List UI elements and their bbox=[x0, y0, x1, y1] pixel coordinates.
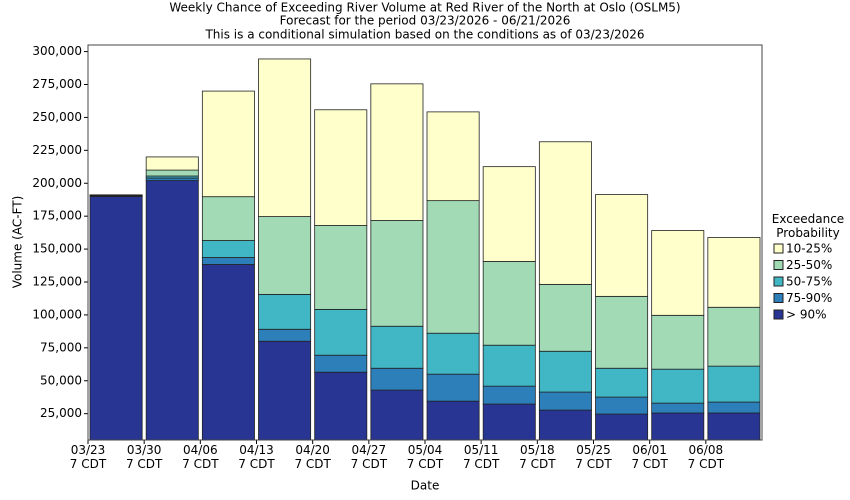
bar-segment bbox=[651, 412, 705, 441]
legend-title: Exceedance Probability bbox=[771, 212, 845, 240]
bar-segment bbox=[595, 413, 649, 441]
y-tick-label: 25,000 bbox=[40, 406, 82, 420]
bar-segment bbox=[370, 220, 424, 327]
bar-segment bbox=[145, 156, 199, 171]
bar-segment bbox=[707, 401, 761, 414]
bar-segment bbox=[314, 109, 368, 226]
chart-subtitle: Forecast for the period 03/23/2026 - 06/… bbox=[280, 14, 571, 28]
bar-segment bbox=[314, 354, 368, 373]
bar-segment bbox=[538, 409, 592, 441]
bar-segment bbox=[201, 196, 255, 241]
bar-segment bbox=[707, 365, 761, 403]
bar-segment bbox=[426, 111, 480, 202]
y-tick-label: 250,000 bbox=[32, 110, 82, 124]
y-tick-label: 200,000 bbox=[32, 176, 82, 190]
bar-segment bbox=[314, 371, 368, 441]
bar-segment bbox=[201, 257, 255, 265]
bar-segment bbox=[707, 237, 761, 308]
bar-segment bbox=[538, 391, 592, 411]
bar-segment bbox=[145, 169, 199, 177]
y-tick-label: 300,000 bbox=[32, 44, 82, 58]
y-tick-label: 175,000 bbox=[32, 209, 82, 223]
bar-segment bbox=[595, 295, 649, 369]
x-tick-label: 03/30 7 CDT bbox=[125, 443, 163, 471]
bar-segment bbox=[314, 308, 368, 356]
x-tick-label: 04/20 7 CDT bbox=[294, 443, 331, 471]
legend-label: 10-25% bbox=[786, 242, 832, 256]
legend-swatch bbox=[773, 276, 784, 287]
bar-segment bbox=[258, 340, 312, 441]
y-tick-label: 50,000 bbox=[40, 373, 82, 387]
bar-segment bbox=[651, 368, 705, 404]
bar-segment bbox=[482, 166, 536, 262]
chart-note: This is a conditional simulation based o… bbox=[204, 28, 644, 42]
bar-segment bbox=[482, 385, 536, 405]
x-tick-label: 06/08 7 CDT bbox=[687, 443, 725, 471]
legend-label: 75-90% bbox=[786, 291, 832, 305]
bar-segment bbox=[595, 367, 649, 398]
bar-segment bbox=[651, 230, 705, 316]
bar-segment bbox=[482, 344, 536, 387]
bar-segment bbox=[145, 180, 199, 441]
x-tick-label: 05/04 7 CDT bbox=[406, 443, 444, 471]
y-tick-label: 75,000 bbox=[40, 340, 82, 354]
bar-segment bbox=[201, 90, 255, 198]
bar-segment bbox=[538, 350, 592, 393]
bar-segment bbox=[426, 332, 480, 375]
bar-segment bbox=[595, 396, 649, 415]
legend-label: 50-75% bbox=[786, 275, 832, 289]
y-tick-label: 125,000 bbox=[32, 275, 82, 289]
plot-border bbox=[87, 44, 763, 441]
bar-segment bbox=[538, 283, 592, 352]
x-tick-label: 05/11 7 CDT bbox=[462, 443, 500, 471]
x-tick-label: 04/13 7 CDT bbox=[238, 443, 275, 471]
legend-swatch bbox=[773, 293, 784, 303]
bar-segment bbox=[426, 200, 480, 334]
y-tick-label: 275,000 bbox=[32, 77, 82, 91]
bar-segment bbox=[538, 141, 592, 285]
x-tick-label: 05/25 7 CDT bbox=[575, 443, 612, 471]
bar-segment bbox=[426, 373, 480, 402]
bar-segment bbox=[258, 293, 312, 330]
bar-segment bbox=[258, 216, 312, 295]
bar-segment bbox=[314, 225, 368, 310]
x-tick-label: 06/01 7 CDT bbox=[631, 443, 668, 471]
x-tick-label: 04/06 7 CDT bbox=[182, 443, 219, 471]
x-tick-label: 05/18 7 CDT bbox=[519, 443, 556, 471]
legend-label: 25-50% bbox=[786, 258, 832, 272]
legend-swatch bbox=[773, 243, 784, 254]
legend-swatch bbox=[773, 260, 784, 270]
bar-segment bbox=[707, 412, 761, 441]
y-tick-label: 225,000 bbox=[32, 143, 82, 157]
bar-segment bbox=[258, 58, 312, 217]
bar-segment bbox=[482, 403, 536, 441]
bar-segment bbox=[707, 306, 761, 367]
x-tick-label: 03/23 7 CDT bbox=[69, 443, 107, 471]
x-tick-label: 04/27 7 CDT bbox=[350, 443, 388, 471]
chart-title: Weekly Chance of Exceeding River Volume … bbox=[169, 1, 680, 15]
y-tick-label: 150,000 bbox=[32, 242, 82, 256]
bar-segment bbox=[370, 325, 424, 369]
legend-swatch bbox=[773, 309, 784, 320]
x-axis-label: Date bbox=[411, 479, 440, 493]
bar-segment bbox=[258, 328, 312, 342]
y-axis-label: Volume (AC-FT) bbox=[11, 196, 25, 289]
bar-segment bbox=[370, 83, 424, 221]
bar-segment bbox=[201, 264, 255, 441]
bar-segment bbox=[370, 389, 424, 441]
bar-segment bbox=[426, 400, 480, 441]
bar-segment bbox=[482, 261, 536, 346]
bar-segment bbox=[651, 402, 705, 414]
y-tick-label: 100,000 bbox=[32, 307, 82, 321]
bar-segment bbox=[370, 367, 424, 391]
bar-segment bbox=[651, 314, 705, 370]
bar-segment bbox=[595, 194, 649, 297]
bar-segment bbox=[201, 240, 255, 258]
legend-label: > 90% bbox=[786, 308, 827, 322]
bar-segment bbox=[89, 196, 143, 441]
